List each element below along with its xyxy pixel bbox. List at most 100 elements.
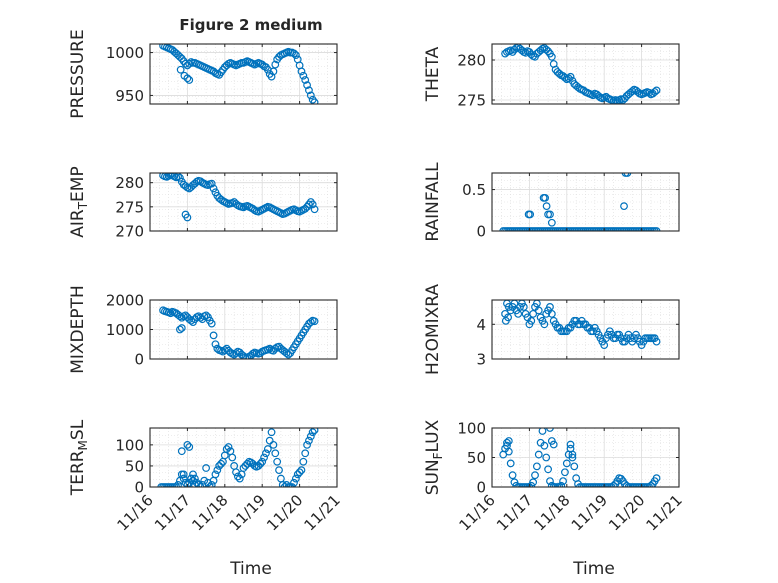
data-point: [299, 457, 308, 466]
data-point: [310, 428, 319, 435]
data-point: [305, 86, 313, 95]
y-tick-label: 950: [115, 87, 144, 105]
data-point: [176, 312, 184, 321]
data-point: [310, 205, 319, 214]
data-point: [562, 459, 571, 468]
data-point: [620, 202, 628, 211]
data-point: [534, 450, 543, 459]
data-point: [187, 474, 196, 483]
y-axis-label: TERRMSL: [68, 419, 90, 496]
y-tick-label: 270: [115, 223, 144, 241]
data-point: [546, 303, 554, 311]
data-point: [547, 309, 556, 318]
data-point: [647, 481, 655, 487]
data-point: [174, 480, 182, 487]
data-point: [504, 313, 512, 322]
y-tick-label: 280: [457, 52, 486, 70]
data-point: [546, 477, 554, 486]
figure-title: Figure 2 medium: [179, 16, 322, 34]
data-point: [542, 202, 551, 211]
data-point: [226, 348, 235, 357]
data-point: [512, 481, 521, 487]
data-point: [177, 324, 186, 332]
data-point: [256, 459, 265, 468]
data-point: [566, 440, 575, 449]
data-point: [207, 179, 216, 188]
data-point: [280, 483, 289, 487]
data-point: [617, 474, 625, 483]
data-point: [183, 440, 192, 449]
data-point: [570, 462, 579, 471]
data-point: [299, 71, 308, 80]
data-point: [265, 344, 274, 353]
y-tick-label: 0: [476, 479, 486, 497]
data-point: [262, 449, 270, 458]
data-point: [239, 352, 248, 359]
data-point: [544, 47, 552, 56]
data-point: [290, 49, 298, 58]
data-point: [271, 449, 280, 458]
data-point: [207, 480, 216, 487]
data-point: [179, 470, 188, 479]
data-point: [297, 466, 306, 475]
data-point: [222, 445, 231, 453]
data-point: [248, 349, 257, 358]
data-point: [306, 432, 315, 441]
data-point: [542, 453, 551, 462]
data-point: [209, 184, 218, 193]
y-tick-label: 1000: [106, 44, 144, 62]
data-point: [211, 340, 220, 349]
data-point: [207, 319, 216, 328]
data-point: [527, 316, 536, 325]
data-point: [269, 67, 278, 76]
data-point: [185, 59, 194, 68]
y-tick-label: 280: [115, 174, 144, 192]
data-point: [652, 474, 661, 483]
data-markers: [499, 428, 661, 487]
data-point: [200, 476, 209, 485]
data-point: [600, 341, 609, 350]
subplot-2: 275 280 THETA: [423, 43, 680, 110]
data-point: [622, 481, 631, 487]
data-point: [650, 88, 659, 96]
data-point: [504, 437, 513, 445]
data-point: [209, 331, 218, 340]
data-point: [291, 51, 300, 60]
data-point: [557, 481, 566, 487]
data-point: [183, 480, 192, 487]
data-point: [609, 481, 618, 487]
data-point: [235, 474, 244, 483]
y-tick-label: 0: [134, 351, 144, 369]
y-axis-label: H2OMIXRA: [423, 284, 443, 375]
data-point: [540, 441, 549, 450]
subplot-1: 950 1000 PRESSURE: [68, 29, 338, 119]
data-point: [290, 478, 298, 487]
data-point: [284, 350, 293, 359]
y-tick-label: 0: [134, 479, 144, 497]
data-point: [525, 483, 534, 487]
data-point: [652, 337, 661, 346]
y-tick-label: 4: [476, 316, 486, 334]
data-point: [205, 483, 214, 487]
axes-box: [149, 427, 338, 488]
data-point: [540, 320, 549, 329]
data-point: [258, 457, 267, 466]
y-tick-label: 50: [467, 449, 486, 467]
subplot-4: 0 0.5 RAINFALL: [423, 162, 680, 242]
y-tick-label: 0.5: [462, 181, 486, 199]
data-point: [514, 309, 523, 318]
data-point: [529, 309, 538, 318]
subplot-5: 0 1000 2000 MIXDEPTH: [68, 285, 338, 374]
data-point: [544, 465, 552, 474]
data-markers: [159, 173, 319, 222]
y-tick-label: 1000: [106, 321, 144, 339]
y-tick-label: 50: [125, 457, 144, 475]
data-point: [305, 436, 313, 445]
data-point: [183, 74, 192, 83]
data-point: [568, 453, 577, 462]
data-point: [217, 459, 225, 468]
data-point: [306, 91, 315, 100]
axes-box: [491, 299, 680, 360]
data-point: [531, 471, 539, 480]
